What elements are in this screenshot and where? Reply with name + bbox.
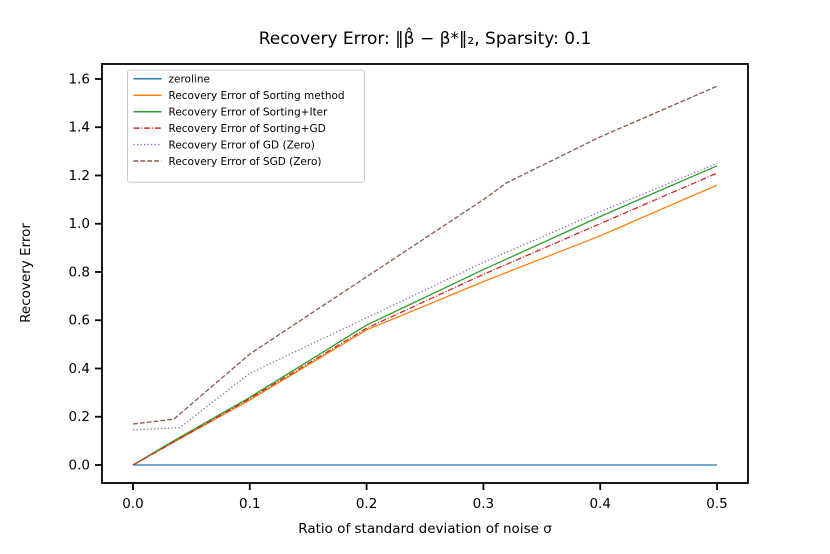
series-line-recovery-error-of-gd-zero [132,162,718,431]
series-line-recovery-error-of-sorting-method [132,184,718,466]
y-tick-label: 1.6 [69,71,90,87]
x-tick-label: 0.1 [239,496,260,512]
legend-entry-recovery-error-of-sorting-method: Recovery Error of Sorting method [133,90,345,102]
series-line-recovery-error-of-sgd-zero [132,85,718,425]
x-tick-label: 0.2 [356,496,377,512]
y-tick-label: 0.2 [69,409,90,425]
x-tick-label: 0.3 [473,496,494,512]
y-axis-label: Recovery Error [18,223,34,323]
y-tick-label: 0.6 [69,313,90,329]
axes-frame [101,63,749,484]
legend-entry-recovery-error-of-sorting-gd: Recovery Error of Sorting+GD [133,123,326,135]
y-tick-label: 1.2 [69,168,90,184]
series-layer [132,85,718,466]
x-tick-label: 0.0 [122,496,143,512]
legend-label: Recovery Error of SGD (Zero) [169,156,322,168]
legend-entry-zeroline: zeroline [133,74,210,86]
series-line-recovery-error-of-sorting-iter [132,165,718,466]
x-tick-label: 0.4 [589,496,610,512]
legend-label: Recovery Error of Sorting method [169,90,345,102]
legend-label: zeroline [169,74,210,86]
tick-layer: 0.0 0.1 0.2 0.3 0.4 0.5 0.0 0.2 0.4 0.6 0.8 1.0 1.2 1… [69,71,728,512]
legend-box [127,69,365,183]
legend-label: Recovery Error of Sorting+GD [169,123,326,135]
x-axis-label: Ratio of standard deviation of noise σ [298,521,552,537]
legend-label: Recovery Error of Sorting+Iter [169,106,329,118]
y-tick-label: 1.0 [69,216,90,232]
x-tick-label: 0.5 [706,496,727,512]
legend-entry-recovery-error-of-sorting-iter: Recovery Error of Sorting+Iter [133,106,329,118]
y-tick-label: 1.4 [69,120,90,136]
y-tick-label: 0.4 [69,361,90,377]
chart-title: Recovery Error: ‖β̂ − β*‖₂, Sparsity: 0.… [259,26,592,49]
y-tick-label: 0.8 [69,264,90,280]
legend-entry-recovery-error-of-gd-zero: Recovery Error of GD (Zero) [133,139,315,151]
y-tick-label: 0.0 [69,458,90,474]
legend: zeroline Recovery Error of Sorting method… [127,69,365,183]
legend-label: Recovery Error of GD (Zero) [169,139,315,151]
series-line-recovery-error-of-sorting-gd [132,172,718,466]
legend-entry-recovery-error-of-sgd-zero: Recovery Error of SGD (Zero) [133,156,322,168]
